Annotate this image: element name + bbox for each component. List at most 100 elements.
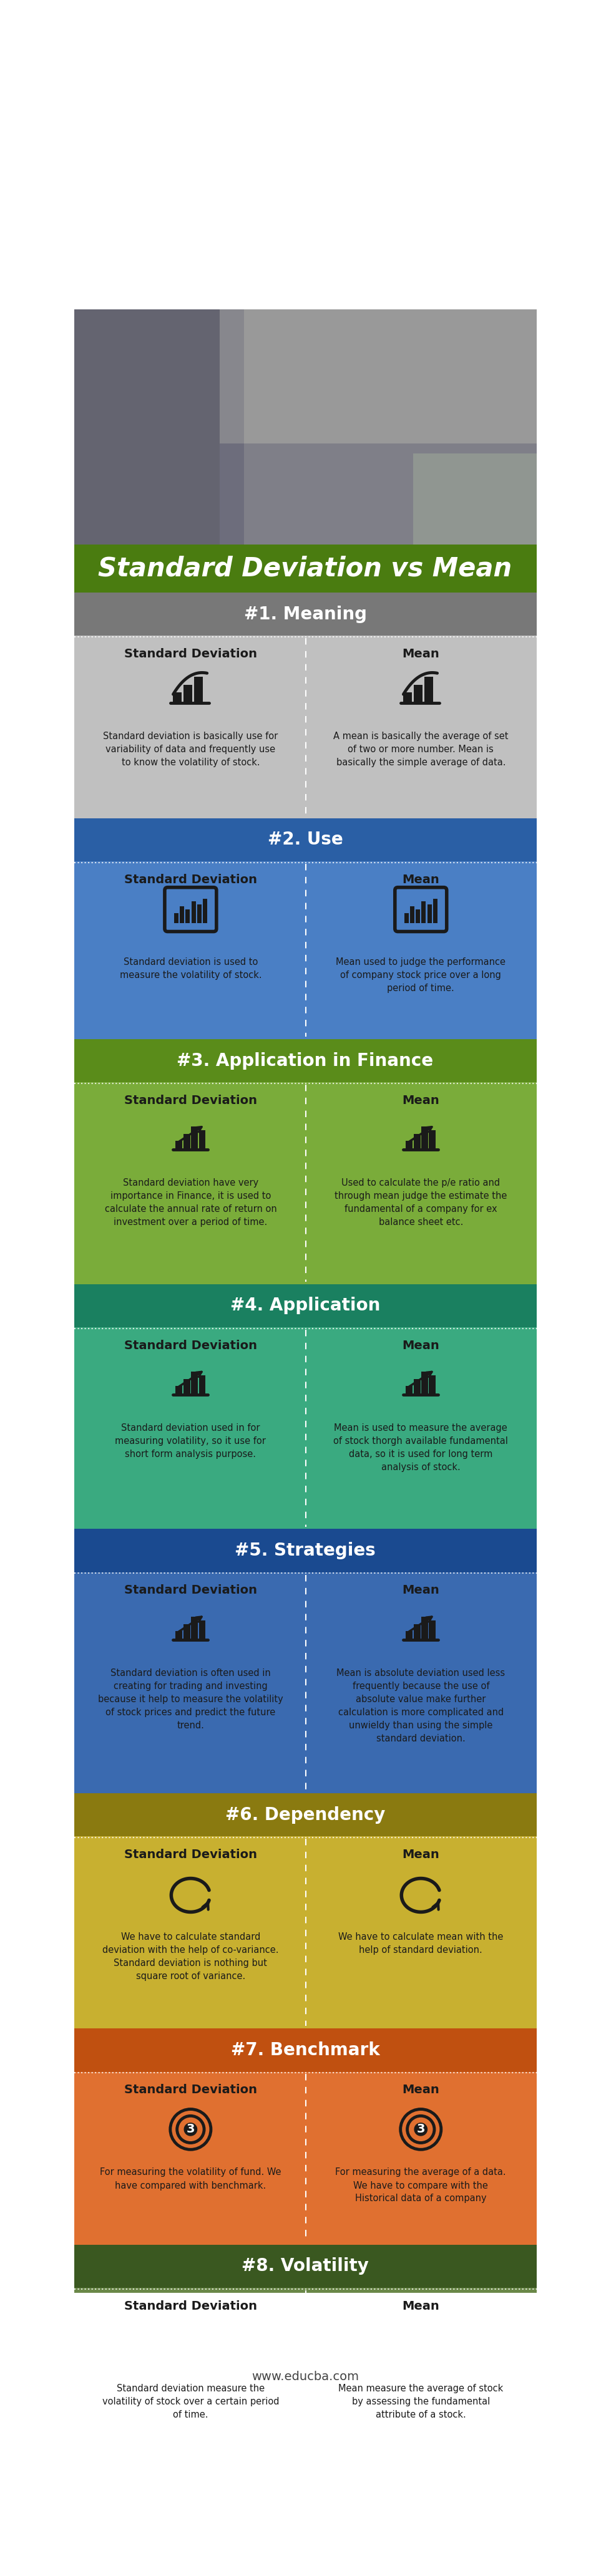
- Bar: [184, 2339, 190, 2354]
- Bar: [74, 1571, 536, 1793]
- Bar: [176, 1141, 182, 1149]
- Bar: [429, 1131, 436, 1149]
- Text: #1. Meaning: #1. Meaning: [244, 605, 367, 623]
- Bar: [421, 1615, 428, 1638]
- Bar: [414, 1133, 420, 1149]
- Text: #6. Dependency: #6. Dependency: [225, 1806, 385, 1824]
- Bar: [180, 907, 184, 922]
- Bar: [74, 309, 244, 544]
- Text: Standard Deviation: Standard Deviation: [124, 2084, 257, 2097]
- Bar: [191, 2331, 198, 2354]
- Text: Standard Deviation: Standard Deviation: [124, 1850, 257, 1860]
- Bar: [74, 2287, 536, 2460]
- Text: Mean: Mean: [402, 1095, 439, 1108]
- Text: www.educba.com: www.educba.com: [252, 2370, 359, 2383]
- Text: Mean: Mean: [402, 649, 439, 659]
- Text: Mean: Mean: [402, 1340, 439, 1352]
- Bar: [74, 2071, 536, 2244]
- Text: Mean measure the average of stock
by assessing the fundamental
attribute of a st: Mean measure the average of stock by ass…: [339, 2383, 503, 2419]
- Bar: [184, 1623, 190, 1638]
- Bar: [429, 1620, 436, 1638]
- Text: Standard Deviation: Standard Deviation: [124, 873, 257, 886]
- Bar: [74, 2244, 536, 2287]
- Bar: [74, 860, 536, 1038]
- Text: Mean is absolute deviation used less
frequently because the use of
absolute valu: Mean is absolute deviation used less fre…: [337, 1669, 505, 1744]
- Bar: [197, 904, 201, 922]
- Text: For measuring the volatility of fund. We
have compared with benchmark.: For measuring the volatility of fund. We…: [100, 2169, 281, 2190]
- Text: #7. Benchmark: #7. Benchmark: [231, 2040, 380, 2058]
- Bar: [406, 1631, 412, 1638]
- Bar: [414, 2339, 420, 2354]
- Bar: [173, 693, 181, 703]
- Bar: [184, 685, 192, 703]
- Bar: [410, 907, 414, 922]
- Bar: [191, 1370, 198, 1394]
- Text: Standard Deviation: Standard Deviation: [124, 649, 257, 659]
- Text: Mean: Mean: [402, 1850, 439, 1860]
- Bar: [414, 1623, 420, 1638]
- Bar: [74, 309, 536, 544]
- Bar: [74, 2027, 536, 2071]
- Bar: [199, 1620, 206, 1638]
- Bar: [74, 2293, 536, 2460]
- Bar: [191, 902, 195, 922]
- Text: A mean is basically the average of set
of two or more number. Mean is
basically : A mean is basically the average of set o…: [333, 732, 508, 768]
- Bar: [421, 2331, 428, 2354]
- Text: Standard Deviation vs Mean: Standard Deviation vs Mean: [98, 556, 512, 582]
- Text: For measuring the average of a data.
We have to compare with the
Historical data: For measuring the average of a data. We …: [336, 2169, 506, 2202]
- Bar: [176, 2347, 182, 2354]
- Bar: [74, 636, 536, 819]
- Bar: [421, 902, 426, 922]
- Text: 3: 3: [417, 2123, 425, 2136]
- Bar: [219, 309, 536, 443]
- Bar: [421, 1126, 428, 1149]
- Text: Mean is used to measure the average
of stock thorgh available fundamental
data, : Mean is used to measure the average of s…: [334, 1425, 508, 1471]
- Bar: [184, 1133, 190, 1149]
- Bar: [74, 1327, 536, 1530]
- Text: Standard deviation is used to
measure the volatility of stock.: Standard deviation is used to measure th…: [120, 958, 262, 979]
- Bar: [427, 904, 432, 922]
- Circle shape: [414, 2123, 427, 2136]
- Bar: [404, 914, 408, 922]
- Circle shape: [184, 2123, 197, 2136]
- Text: Standard Deviation: Standard Deviation: [124, 2300, 257, 2313]
- Bar: [184, 1378, 190, 1394]
- Text: 3: 3: [187, 2123, 195, 2136]
- Bar: [199, 1131, 206, 1149]
- Bar: [403, 693, 412, 703]
- Text: We have to calculate standard
deviation with the help of co-variance.
Standard d: We have to calculate standard deviation …: [103, 1932, 279, 1981]
- Bar: [74, 819, 536, 860]
- Bar: [199, 1376, 206, 1394]
- Text: Standard deviation measure the
volatility of stock over a certain period
of time: Standard deviation measure the volatilit…: [102, 2383, 279, 2419]
- Bar: [74, 1283, 536, 1327]
- Bar: [203, 899, 207, 922]
- Bar: [74, 544, 536, 592]
- Text: Mean used to judge the performance
of company stock price over a long
period of : Mean used to judge the performance of co…: [336, 958, 505, 992]
- Bar: [219, 443, 536, 544]
- Bar: [176, 1386, 182, 1394]
- Bar: [429, 2336, 436, 2354]
- Bar: [414, 685, 422, 703]
- Bar: [424, 677, 433, 703]
- Bar: [406, 1141, 412, 1149]
- Text: #2. Use: #2. Use: [268, 832, 343, 848]
- Text: Standard Deviation: Standard Deviation: [124, 1340, 257, 1352]
- Text: Mean: Mean: [402, 2084, 439, 2097]
- Bar: [174, 914, 178, 922]
- Text: Standard Deviation: Standard Deviation: [124, 1095, 257, 1108]
- Text: Mean: Mean: [402, 2300, 439, 2313]
- Text: Standard deviation used in for
measuring volatility, so it use for
short form an: Standard deviation used in for measuring…: [115, 1425, 266, 1458]
- Bar: [416, 909, 420, 922]
- Bar: [74, 1837, 536, 2027]
- Bar: [406, 2347, 412, 2354]
- Text: Standard deviation have very
importance in Finance, it is used to
calculate the : Standard deviation have very importance …: [104, 1177, 277, 1226]
- Bar: [413, 453, 536, 544]
- Bar: [414, 1378, 420, 1394]
- Text: Used to calculate the p/e ratio and
through mean judge the estimate the
fundamen: Used to calculate the p/e ratio and thro…: [334, 1177, 507, 1226]
- Text: #3. Application in Finance: #3. Application in Finance: [177, 1051, 433, 1069]
- Bar: [74, 1793, 536, 1837]
- Text: #4. Application: #4. Application: [230, 1296, 380, 1314]
- Bar: [191, 1126, 198, 1149]
- Bar: [74, 592, 536, 636]
- Bar: [74, 1082, 536, 1283]
